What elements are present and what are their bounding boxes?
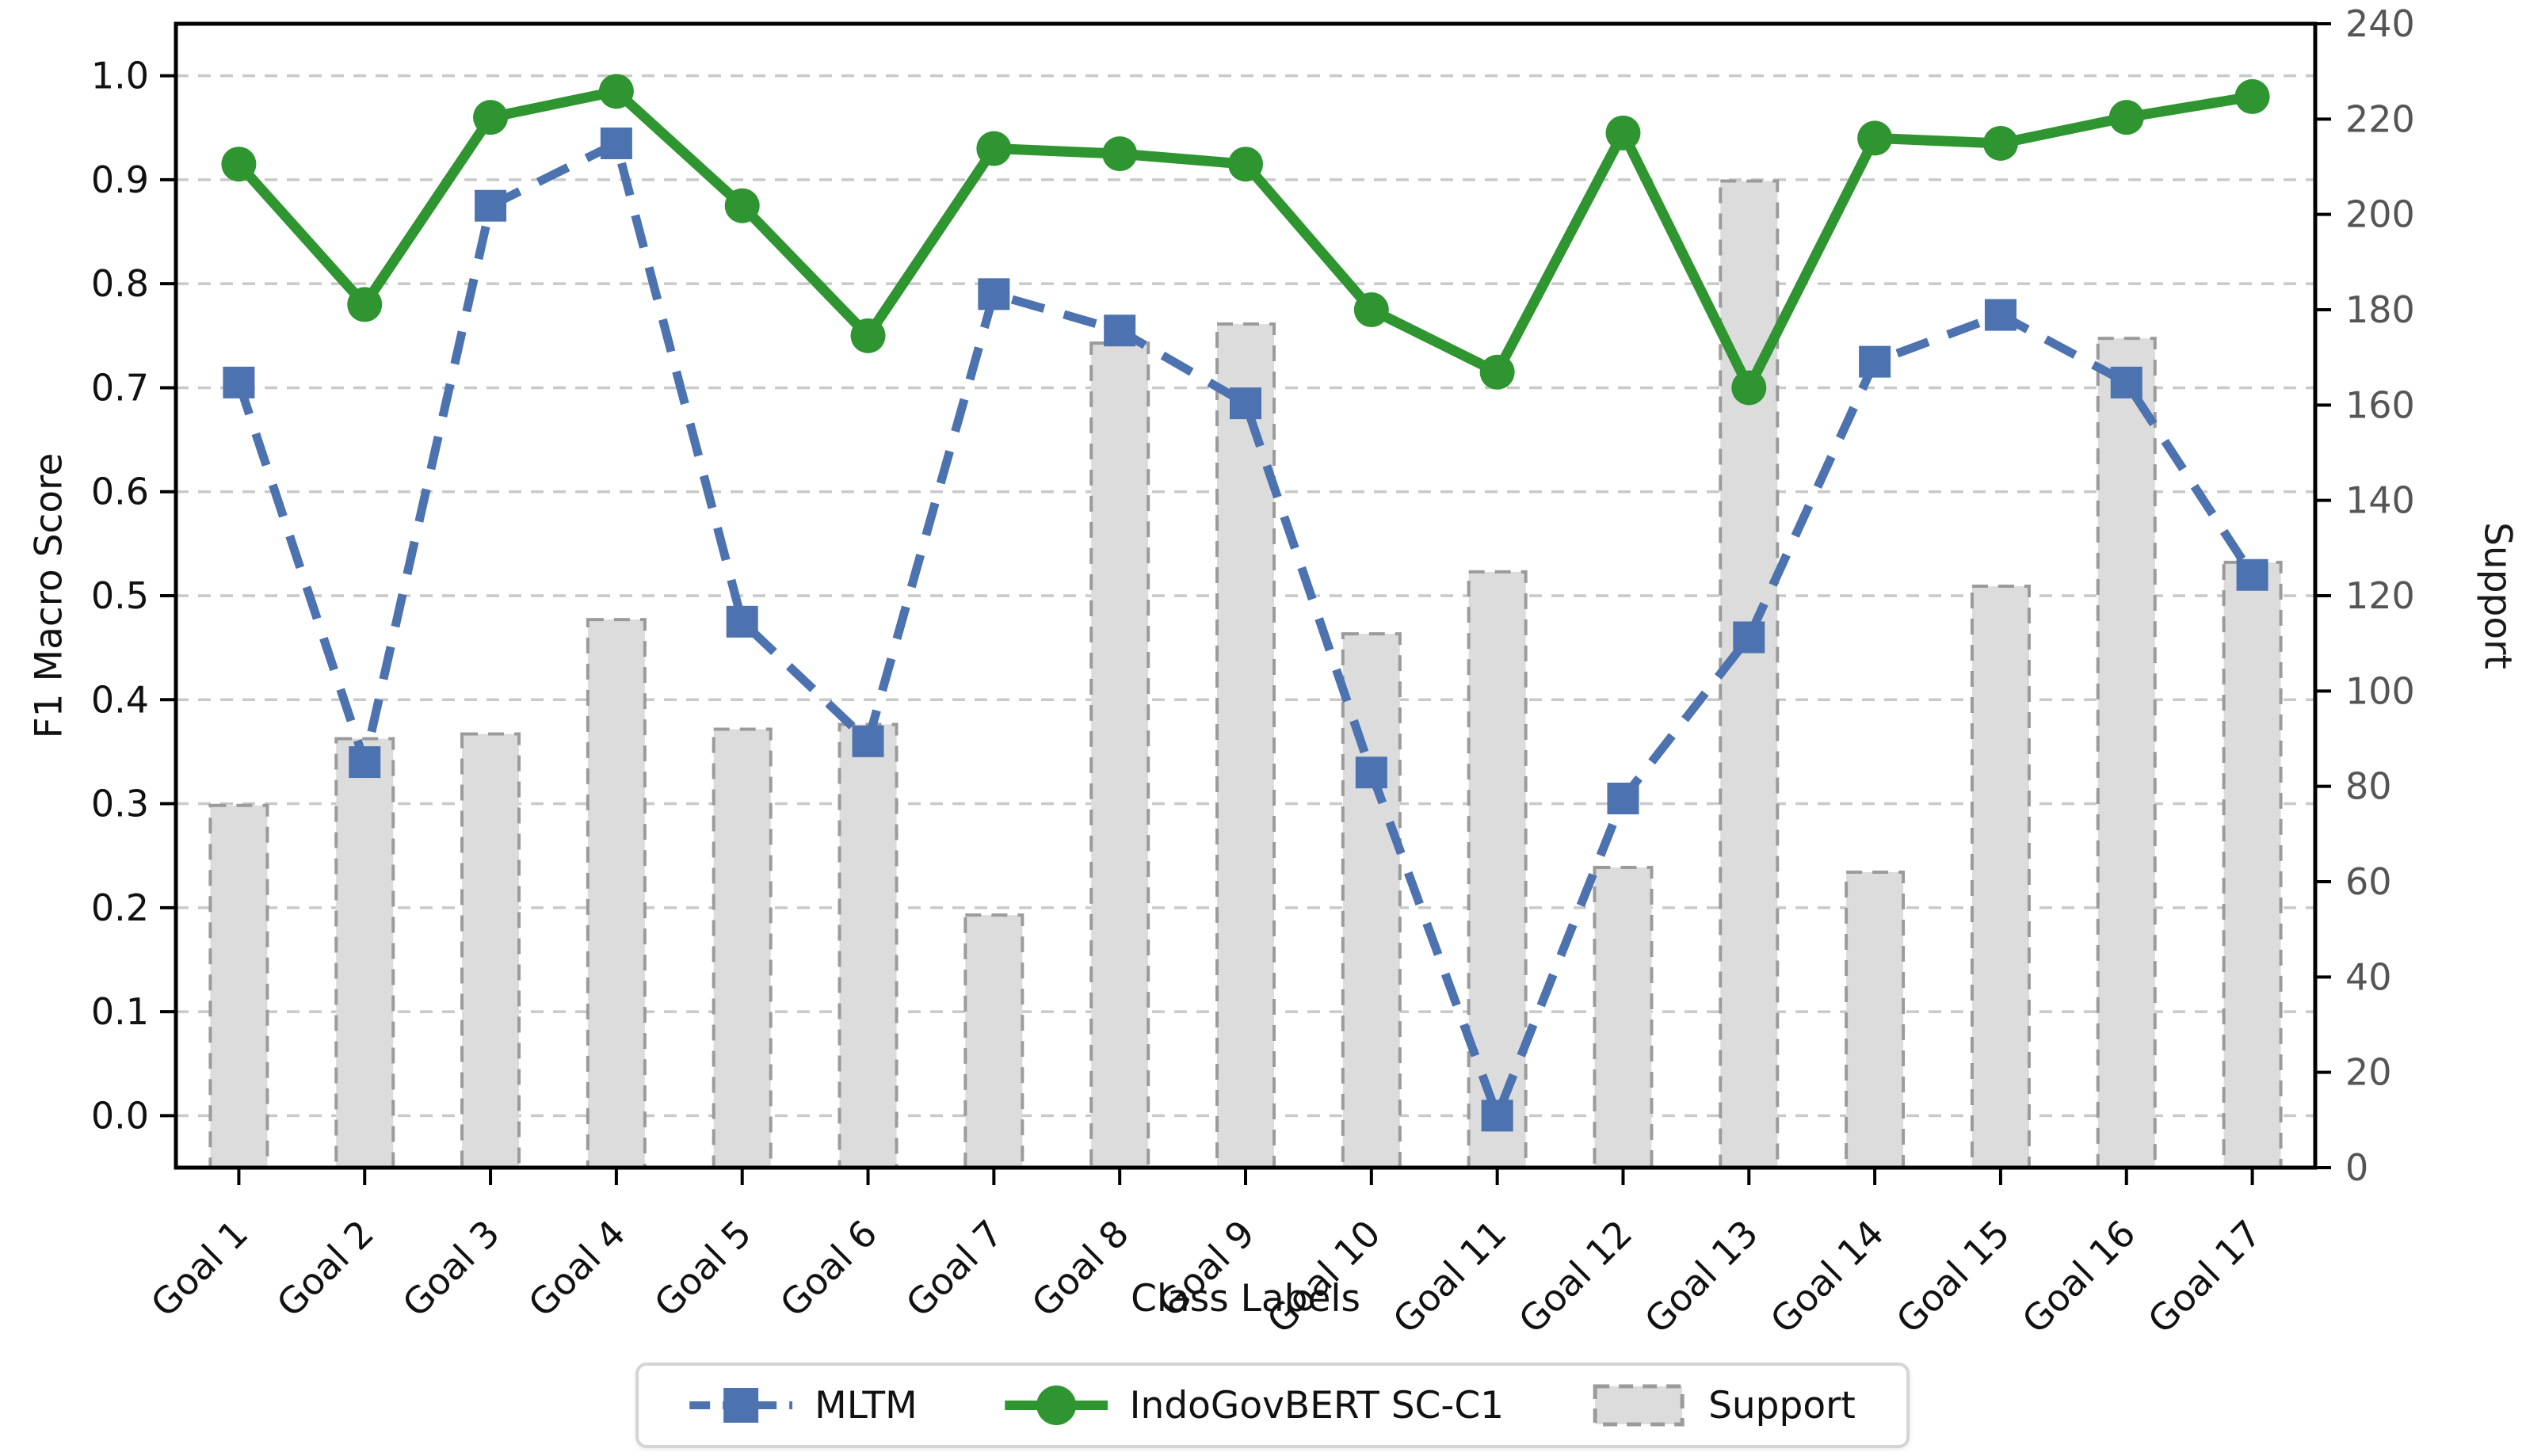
mltm-line — [235, 137, 2257, 1128]
mltm-marker — [1355, 757, 1387, 789]
support-bar — [1970, 584, 2031, 1169]
y-tick-label: 0.3 — [91, 783, 149, 825]
support-bar — [460, 732, 521, 1169]
y-tick-label: 0.8 — [91, 262, 149, 305]
x-axis-title: Class Labels — [1131, 1277, 1360, 1321]
indogovbert-marker — [1605, 115, 1641, 151]
indogovbert-marker — [1479, 354, 1515, 390]
support-bar — [963, 913, 1024, 1170]
mltm-marker — [2110, 366, 2142, 398]
support-bar — [1215, 322, 1276, 1169]
mltm-marker — [852, 725, 884, 757]
support-bar — [2222, 560, 2283, 1169]
mltm-marker — [1230, 387, 1261, 420]
indogovbert-marker — [724, 188, 760, 223]
y2-tick-label: 80 — [2345, 765, 2392, 808]
y-tick-label: 0.6 — [91, 471, 149, 513]
mltm-marker — [1481, 1100, 1513, 1132]
indogovbert-legend-marker-icon — [1004, 1385, 1108, 1425]
y-tick-label: 0.0 — [91, 1094, 149, 1137]
mltm-legend-marker-icon — [689, 1388, 793, 1423]
indogovbert-marker — [2108, 100, 2144, 135]
mltm-marker — [1859, 345, 1891, 378]
indogovbert-marker — [347, 287, 383, 322]
indogovbert-marker — [598, 74, 634, 109]
mltm-marker — [726, 605, 758, 638]
y-tick-label: 0.7 — [91, 366, 149, 409]
indogovbert-marker — [1982, 125, 2018, 161]
mltm-marker — [223, 366, 255, 398]
y2-tick-label: 60 — [2345, 860, 2392, 903]
y-tick-label: 0.9 — [91, 158, 149, 201]
mltm-marker — [1607, 782, 1639, 814]
support-bar — [712, 727, 773, 1169]
support-legend-marker-icon — [1593, 1384, 1685, 1427]
support-bar — [1845, 870, 1906, 1169]
y2-tick-label: 0 — [2345, 1146, 2368, 1189]
indogovbert-marker — [850, 318, 886, 353]
support-bar — [1593, 865, 1654, 1169]
y-tick-label: 0.2 — [91, 886, 149, 929]
y-tick-label: 0.1 — [91, 990, 149, 1033]
support-bar — [838, 722, 899, 1169]
mltm-marker — [349, 746, 381, 779]
y2-tick-label: 240 — [2345, 2, 2415, 45]
legend-item-indogovbert: IndoGovBERT SC-C1 — [1004, 1380, 1505, 1431]
support-bar — [1467, 570, 1528, 1169]
mltm-marker — [1984, 299, 2017, 331]
indogovbert-marker — [1731, 370, 1767, 406]
support-bar — [334, 737, 395, 1169]
support-bar — [1341, 632, 1402, 1169]
mltm-marker — [978, 278, 1010, 311]
support-bar — [2096, 337, 2157, 1170]
mltm-marker — [1104, 314, 1136, 347]
y2-tick-label: 180 — [2345, 288, 2415, 331]
y-axis-title: F1 Macro Score — [27, 452, 71, 739]
y-tick-label: 0.4 — [91, 678, 149, 721]
mltm-marker — [600, 127, 632, 159]
y2-tick-label: 100 — [2345, 669, 2415, 712]
mltm-marker — [1733, 621, 1765, 654]
indogovbert-marker — [1353, 292, 1389, 327]
indogovbert-marker — [1102, 136, 1138, 172]
y-tick-label: 1.0 — [91, 55, 149, 97]
y2-tick-label: 200 — [2345, 193, 2415, 236]
y2-tick-label: 160 — [2345, 383, 2415, 426]
indogovbert-marker — [221, 147, 257, 182]
legend-label-mltm: MLTM — [815, 1383, 918, 1427]
legend-label-support: Support — [1708, 1383, 1856, 1427]
y2-tick-label: 220 — [2345, 97, 2415, 140]
support-bar — [586, 618, 647, 1169]
y-tick-label: 0.5 — [91, 574, 149, 617]
legend: MLTM IndoGovBERT SC-C1 Support — [635, 1363, 1910, 1448]
support-bar — [1719, 179, 1780, 1169]
support-bar — [1089, 341, 1150, 1169]
indogovbert-marker — [1228, 147, 1263, 182]
indogovbert-marker — [976, 131, 1012, 166]
y2-tick-label: 140 — [2345, 479, 2415, 522]
indogovbert-marker — [1857, 120, 1893, 156]
support-bar — [208, 803, 269, 1169]
indogovbert-marker — [473, 100, 509, 135]
legend-item-mltm: MLTM — [689, 1380, 918, 1431]
legend-label-indogovbert: IndoGovBERT SC-C1 — [1129, 1383, 1505, 1427]
y2-tick-label: 20 — [2345, 1051, 2392, 1094]
y2-tick-label: 40 — [2345, 955, 2392, 998]
y2-tick-label: 120 — [2345, 574, 2415, 617]
legend-item-support: Support — [1591, 1380, 1856, 1431]
y2-axis-title: Support — [2475, 522, 2520, 669]
mltm-marker — [475, 189, 507, 222]
mltm-marker — [2236, 558, 2268, 591]
indogovbert-marker — [2234, 78, 2270, 114]
